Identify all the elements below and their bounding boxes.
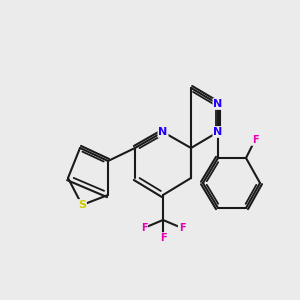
Text: S: S [78,200,86,210]
Text: N: N [158,127,168,137]
Text: F: F [179,223,185,233]
Text: N: N [213,99,223,109]
Text: F: F [252,135,258,145]
Text: F: F [141,223,147,233]
Text: N: N [213,127,223,137]
Text: F: F [160,233,166,243]
